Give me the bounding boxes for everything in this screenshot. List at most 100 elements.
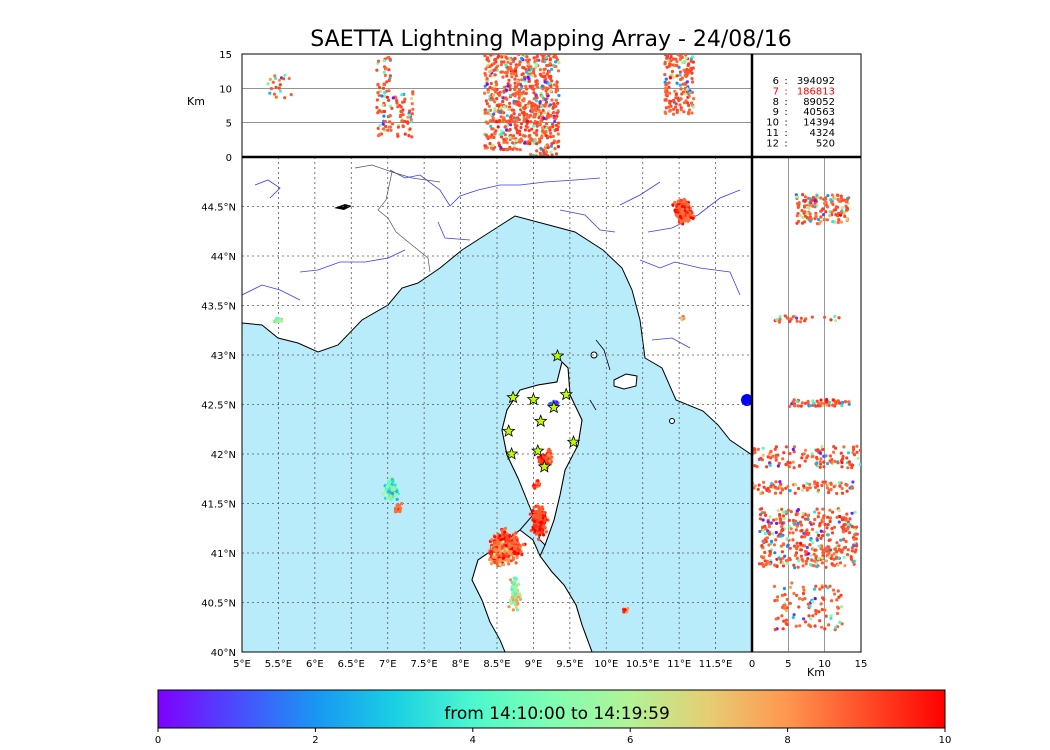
lat-tick-label: 42°N [211, 450, 236, 461]
latitude-point [784, 510, 788, 514]
altitude-point [542, 67, 546, 71]
altitude-point [533, 59, 537, 63]
latitude-point [792, 591, 796, 596]
stats-separator: : [784, 138, 787, 149]
source-point [681, 215, 686, 219]
latitude-point [788, 585, 793, 590]
latitude-point [851, 445, 856, 449]
altitude-point [500, 60, 504, 64]
source-point [541, 528, 545, 532]
altitude-point [519, 122, 524, 126]
latitude-point [802, 452, 806, 456]
altitude-point [556, 145, 561, 149]
altitude-point [499, 135, 504, 139]
latitude-point [783, 603, 787, 607]
latitude-point [774, 458, 778, 462]
latitude-point [796, 521, 800, 526]
side-tick-label: 10 [818, 659, 831, 670]
latitude-point [839, 211, 843, 215]
altitude-point [493, 107, 497, 111]
altitude-point [499, 70, 503, 74]
source-point [548, 456, 552, 460]
latitude-point [792, 466, 796, 470]
elba-island [613, 373, 638, 390]
latitude-point [800, 535, 804, 539]
altitude-point [530, 67, 534, 71]
altitude-point [668, 101, 672, 105]
altitude-point [541, 129, 545, 133]
latitude-point [840, 622, 844, 626]
latitude-point [853, 510, 857, 514]
latitude-point [853, 550, 857, 554]
latitude-point [781, 542, 786, 546]
latitude-point [779, 519, 783, 523]
latitude-point [806, 514, 810, 518]
latitude-point [759, 491, 763, 496]
altitude-point [505, 128, 509, 132]
altitude-point [523, 141, 527, 145]
altitude-point [556, 132, 560, 136]
source-point [277, 317, 281, 321]
source-point [520, 552, 524, 557]
source-point [533, 524, 537, 528]
altitude-point [671, 75, 675, 79]
station-star [501, 424, 516, 438]
altitude-point [517, 63, 521, 67]
latitude-point [810, 558, 814, 562]
altitude-point [408, 109, 412, 113]
altitude-point [549, 131, 553, 135]
altitude-point [522, 107, 527, 111]
latitude-point [801, 591, 806, 596]
station-star [547, 400, 561, 414]
altitude-point [289, 93, 293, 97]
altitude-point [543, 131, 547, 135]
source-point [513, 552, 518, 556]
latitude-point [804, 559, 809, 563]
latitude-point [819, 398, 823, 402]
latitude-point [841, 454, 845, 459]
latitude-point [813, 199, 817, 203]
altitude-point [678, 73, 682, 77]
altitude-point [513, 81, 517, 85]
altitude-point [488, 65, 492, 69]
altitude-point [497, 104, 501, 108]
altitude-point [674, 102, 678, 106]
altitude-point [681, 82, 685, 86]
source-point [545, 459, 549, 463]
altitude-point [664, 54, 668, 57]
altitude-point [679, 108, 683, 112]
altitude-point [494, 129, 498, 133]
altitude-point [529, 113, 533, 118]
colorbar-ticks: 0 2 4 6 8 10 [155, 728, 951, 746]
altitude-point [671, 112, 676, 116]
altitude-point [382, 70, 386, 74]
latitude-point [809, 624, 813, 629]
latitude-point [752, 447, 757, 451]
latitude-point [784, 445, 789, 449]
altitude-point [548, 126, 552, 130]
altitude-point [675, 110, 679, 114]
altitude-point [277, 78, 281, 82]
latitude-point [830, 527, 834, 531]
altitude-point [679, 97, 683, 101]
latitude-point [809, 563, 813, 567]
altitude-point [488, 74, 492, 78]
source-point [495, 545, 499, 549]
altitude-point [534, 83, 538, 87]
source-point [503, 526, 508, 530]
altitude-point [524, 70, 529, 74]
altitude-point [551, 106, 555, 110]
source-point [685, 216, 690, 220]
latitude-point [821, 447, 825, 451]
latitude-point [788, 489, 792, 493]
altitude-point [385, 80, 389, 84]
latitude-point [822, 597, 826, 601]
latitude-point [758, 517, 763, 521]
altitude-point [383, 90, 387, 95]
source-point [514, 598, 519, 602]
source-point [536, 479, 540, 483]
altitude-point [376, 82, 380, 86]
latitude-point [844, 539, 848, 544]
latitude-point [802, 588, 806, 592]
altitude-point [542, 71, 546, 75]
